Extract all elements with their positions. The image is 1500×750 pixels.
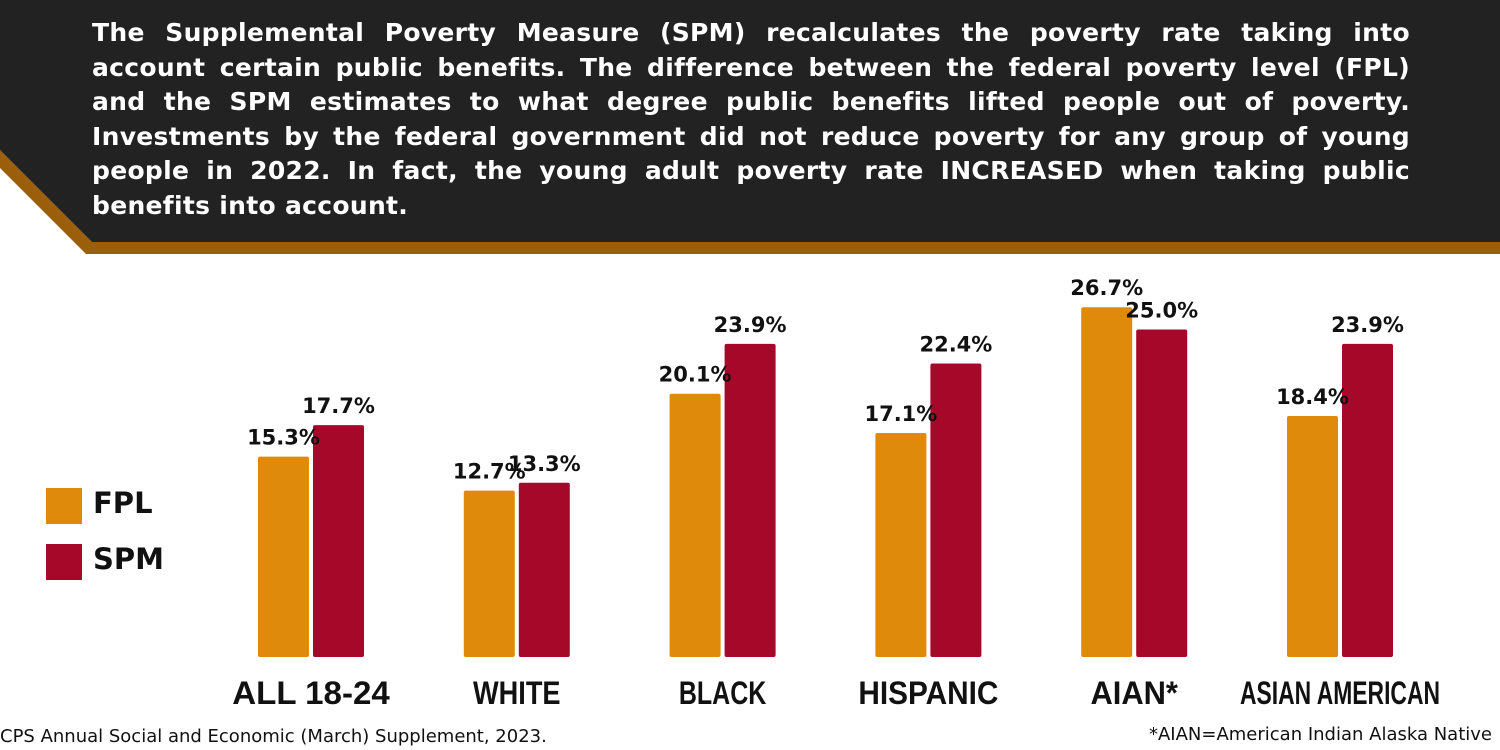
bar-fpl-asian-american — [1287, 415, 1338, 657]
legend-label-spm: SPM — [93, 542, 164, 576]
category-label-white: WHITE — [473, 675, 561, 711]
bar-spm-asian-american — [1342, 343, 1393, 657]
value-label-fpl-hispanic: 17.1% — [864, 402, 937, 426]
category-label-black: BLACK — [679, 675, 767, 711]
bar-spm-white — [518, 482, 570, 657]
category-label-aian: AIAN* — [1090, 675, 1178, 711]
legend-label-fpl: FPL — [93, 486, 153, 520]
value-label-spm-black: 23.9% — [714, 313, 787, 337]
bar-fpl-white — [463, 490, 515, 657]
header-banner — [0, 0, 1500, 254]
bars-group — [258, 307, 1393, 657]
bar-fpl-hispanic — [875, 432, 927, 657]
bar-fpl-all-18-24 — [258, 456, 309, 657]
bar-spm-black — [724, 343, 776, 657]
value-label-spm-white: 13.3% — [508, 452, 581, 476]
category-label-all-18-24: ALL 18-24 — [232, 675, 390, 711]
legend-swatch-fpl — [46, 488, 82, 524]
banner-stripe — [0, 150, 1500, 254]
legend-swatch-spm — [46, 544, 82, 580]
value-label-fpl-asian-american: 18.4% — [1276, 385, 1349, 409]
value-label-fpl-all-18-24: 15.3% — [247, 426, 320, 450]
bar-spm-all-18-24 — [313, 425, 364, 657]
value-label-spm-asian-american: 23.9% — [1331, 313, 1404, 337]
intro-text: The Supplemental Poverty Measure (SPM) r… — [92, 18, 1410, 220]
value-label-fpl-white: 12.7% — [453, 460, 526, 484]
bar-spm-hispanic — [930, 363, 982, 657]
banner-background — [0, 0, 1500, 242]
value-labels-group: 15.3% 17.7% 12.7%13.3% 20.1% 23.9% 17.1% 22.4%… — [247, 276, 1404, 483]
source-note: CPS Annual Social and Economic (March) S… — [0, 726, 547, 747]
value-label-spm-all-18-24: 17.7% — [302, 394, 375, 418]
bar-fpl-black — [669, 393, 721, 657]
bar-fpl-aian — [1081, 307, 1133, 657]
category-labels-group: ALL 18-24 WHITE BLACK HISPANIC AIAN* ASIAN AM… — [232, 675, 1440, 711]
legend-item-spm: SPM — [46, 542, 246, 580]
value-label-spm-hispanic: 22.4% — [919, 333, 992, 357]
footnote: *AIAN=American Indian Alaska Native — [1148, 724, 1492, 745]
value-label-fpl-black: 20.1% — [659, 363, 732, 387]
category-label-asian-american: ASIAN AMERICAN — [1240, 675, 1440, 711]
bar-spm-aian — [1136, 329, 1188, 657]
value-label-spm-aian: 25.0% — [1125, 299, 1198, 323]
value-label-fpl-aian: 26.7% — [1070, 276, 1143, 300]
bar-chart: 15.3% 17.7% 12.7%13.3% 20.1% 23.9% 17.1% 22.4%… — [232, 276, 1440, 711]
legend-item-fpl: FPL — [46, 486, 246, 524]
category-label-hispanic: HISPANIC — [858, 675, 998, 711]
